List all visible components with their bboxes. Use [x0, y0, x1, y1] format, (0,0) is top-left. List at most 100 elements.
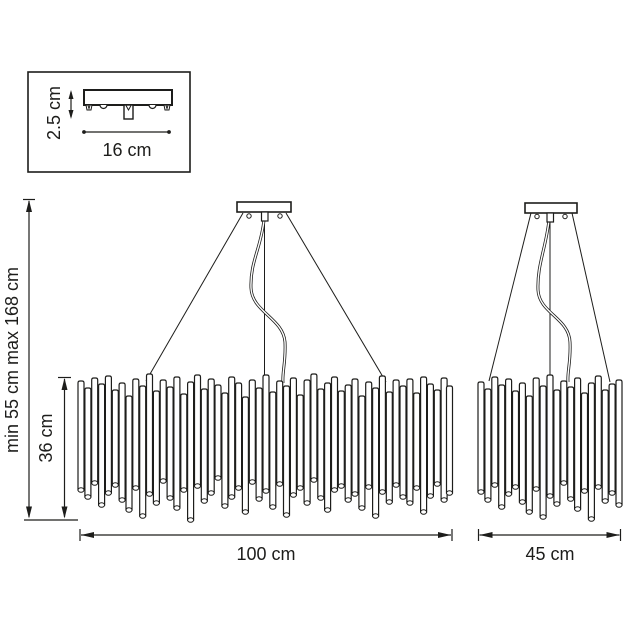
- tube: [372, 387, 380, 517]
- tube: [518, 382, 526, 503]
- tube-bottom-cap: [125, 507, 133, 513]
- tube: [296, 394, 304, 489]
- tube: [385, 391, 393, 503]
- tube-bottom-cap: [392, 482, 400, 488]
- tube: [498, 384, 506, 508]
- tube-bottom-cap: [553, 501, 561, 507]
- tube: [228, 376, 236, 498]
- tube-bottom-cap: [235, 485, 243, 491]
- tube: [546, 374, 554, 497]
- tube-bottom-cap: [385, 499, 393, 505]
- tube: [433, 389, 441, 485]
- tube-bottom-cap: [269, 504, 277, 510]
- suspension-wire: [488, 212, 532, 382]
- tube-bottom-cap: [399, 494, 407, 500]
- tube: [608, 383, 616, 494]
- tube-bottom-cap: [581, 488, 588, 494]
- small-canopy: [524, 202, 578, 214]
- tube: [276, 380, 284, 485]
- tube: [399, 385, 407, 498]
- tube: [262, 374, 270, 492]
- tube-bottom-cap: [98, 502, 106, 508]
- tube-bottom-cap: [296, 485, 304, 491]
- tube-bottom-cap: [477, 489, 485, 495]
- tube: [330, 376, 339, 491]
- tube: [193, 374, 202, 487]
- tube: [180, 393, 188, 491]
- tube: [303, 379, 311, 504]
- tube: [200, 388, 208, 502]
- tube: [445, 385, 454, 494]
- tube-bottom-cap: [344, 497, 352, 503]
- tube: [601, 389, 609, 502]
- tube-bottom-cap: [194, 483, 201, 489]
- tube: [84, 387, 92, 498]
- tube: [235, 382, 243, 489]
- tube: [553, 389, 561, 505]
- arrow-left-icon: [81, 532, 94, 538]
- tube-bottom-cap: [132, 485, 140, 491]
- small-width-dimension: 45 cm: [477, 529, 622, 564]
- tube: [104, 375, 112, 494]
- tube-bottom-cap: [118, 497, 126, 503]
- tube: [187, 381, 195, 521]
- small-tube-cluster: [477, 374, 623, 522]
- tube: [324, 382, 332, 511]
- tube: [317, 388, 325, 499]
- tube-bottom-cap: [276, 481, 284, 487]
- small-fixture-width-label: 45 cm: [525, 544, 574, 564]
- tube: [587, 382, 595, 520]
- arrow-down-icon: [61, 506, 68, 519]
- canopy-loop-icon: [562, 213, 568, 220]
- tube-bottom-cap: [248, 479, 256, 485]
- tube-bottom-cap: [574, 506, 582, 512]
- tube-bottom-cap: [331, 487, 338, 493]
- tube: [255, 387, 263, 500]
- tube: [351, 378, 359, 495]
- tube-bottom-cap: [491, 482, 499, 488]
- tube-bottom-cap: [221, 503, 229, 509]
- tube: [289, 377, 297, 496]
- canopy-loop-icon: [246, 213, 252, 219]
- large-tube-cluster: [77, 373, 454, 523]
- tube: [420, 376, 428, 513]
- tube-bottom-cap: [525, 509, 533, 515]
- small-chandelier: [477, 202, 623, 522]
- canopy-loop-icon: [277, 213, 283, 219]
- tube-bottom-cap: [594, 484, 602, 490]
- body-height-label: 36 cm: [36, 413, 56, 462]
- canopy-height-label: 2.5 cm: [44, 86, 64, 140]
- tube-bottom-cap: [512, 484, 519, 490]
- tube: [484, 388, 492, 501]
- tube-bottom-cap: [413, 485, 421, 491]
- tube-bottom-cap: [303, 500, 311, 506]
- tube-bottom-cap: [187, 517, 195, 523]
- inset-canopy-body: [83, 89, 173, 106]
- tube-bottom-cap: [615, 502, 623, 508]
- arrow-left-icon: [479, 532, 493, 538]
- tube-bottom-cap: [214, 475, 222, 481]
- suspension-range-label: min 55 cm max 168 cm: [2, 267, 22, 453]
- inset-frame: [27, 71, 191, 173]
- tube-bottom-cap: [324, 507, 332, 513]
- canopy-width-dimension: 16 cm: [82, 130, 171, 160]
- tube-bottom-cap: [166, 495, 174, 501]
- tube: [139, 385, 147, 517]
- power-cable-highlight: [537, 219, 571, 383]
- tube: [132, 378, 140, 489]
- tube: [118, 382, 126, 501]
- tube: [248, 379, 256, 483]
- tube-bottom-cap: [139, 513, 147, 519]
- arrow-up-icon: [68, 90, 74, 99]
- large-chandelier: [77, 201, 454, 523]
- tube: [580, 392, 589, 492]
- tube: [152, 390, 160, 504]
- width-dimensions: 100 cm 45 cm: [79, 529, 622, 564]
- power-cable-highlight: [250, 219, 286, 384]
- tube-bottom-cap: [608, 490, 616, 496]
- tube: [567, 386, 575, 500]
- tube-bottom-cap: [372, 513, 380, 519]
- inset-canopy-hooks: [85, 104, 171, 120]
- tube-bottom-cap: [560, 480, 568, 486]
- tube: [365, 381, 373, 488]
